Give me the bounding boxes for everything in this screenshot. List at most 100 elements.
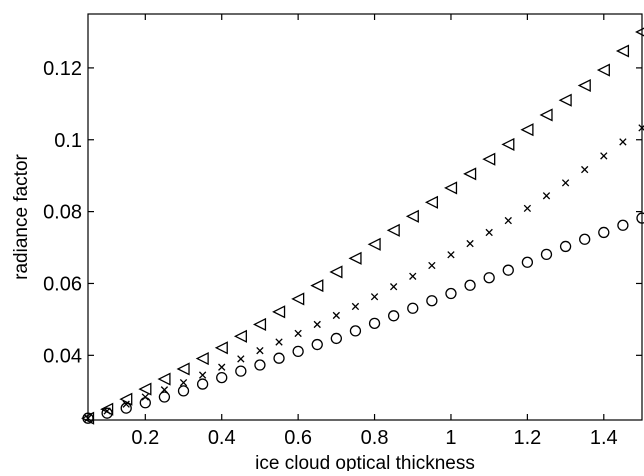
- y-tick-label: 0.08: [43, 202, 82, 224]
- circle-marker: [331, 333, 341, 343]
- circle-marker: [312, 340, 322, 350]
- x-axis-title: ice cloud optical thickness: [255, 453, 475, 471]
- triangle-marker: [484, 154, 495, 165]
- triangle-marker: [159, 374, 170, 385]
- triangle-marker: [293, 293, 304, 304]
- x-marker: [199, 372, 205, 378]
- triangle-marker: [178, 363, 189, 374]
- data-markers: [83, 26, 644, 423]
- circle-marker: [541, 249, 551, 259]
- triangle-marker: [388, 225, 399, 236]
- circle-marker: [236, 366, 246, 376]
- x-marker: [543, 193, 549, 199]
- x-marker: [371, 294, 377, 300]
- x-tick-label: 1.2: [513, 427, 541, 449]
- circle-marker: [637, 213, 644, 223]
- circle-marker: [580, 234, 590, 244]
- triangle-marker: [426, 197, 437, 208]
- x-tick-label: 0.2: [131, 427, 159, 449]
- y-tick-label: 0.1: [54, 130, 82, 152]
- x-marker: [142, 394, 148, 400]
- triangle-marker: [560, 95, 571, 106]
- series-x: [85, 125, 644, 422]
- circle-marker: [140, 398, 150, 408]
- x-marker: [257, 347, 263, 353]
- plot-frame: [88, 14, 642, 420]
- x-marker: [467, 240, 473, 246]
- y-tick-label: 0.06: [43, 273, 82, 295]
- circle-marker: [217, 373, 227, 383]
- triangle-marker: [197, 353, 208, 364]
- circle-marker: [389, 311, 399, 321]
- circle-marker: [274, 353, 284, 363]
- triangle-marker: [541, 109, 552, 120]
- y-tick-label: 0.12: [43, 58, 82, 80]
- x-tick-label: 1.4: [590, 427, 618, 449]
- triangle-marker: [637, 26, 644, 37]
- x-tick-label: 1: [445, 427, 456, 449]
- circle-marker: [408, 303, 418, 313]
- triangle-marker: [331, 266, 342, 277]
- circle-marker: [255, 360, 265, 370]
- triangle-marker: [140, 384, 151, 395]
- triangle-marker: [579, 80, 590, 91]
- triangle-marker: [503, 139, 514, 150]
- circle-marker: [350, 326, 360, 336]
- x-marker: [276, 339, 282, 345]
- triangle-marker: [598, 65, 609, 76]
- x-marker: [333, 312, 339, 318]
- triangle-marker: [407, 211, 418, 222]
- y-axis-title: radiance factor: [11, 153, 32, 279]
- x-marker: [238, 356, 244, 362]
- y-tick-label: 0.04: [43, 345, 82, 367]
- x-marker: [180, 379, 186, 385]
- x-tick-label: 0.8: [361, 427, 389, 449]
- triangle-marker: [445, 182, 456, 193]
- x-marker: [429, 262, 435, 268]
- triangle-marker: [235, 331, 246, 342]
- triangle-marker: [312, 280, 323, 291]
- circle-marker: [618, 220, 628, 230]
- circle-marker: [179, 386, 189, 396]
- x-marker: [581, 166, 587, 172]
- triangle-marker: [522, 124, 533, 135]
- triangle-marker: [216, 342, 227, 353]
- triangle-marker: [369, 239, 380, 250]
- x-tick-label: 0.6: [284, 427, 312, 449]
- x-marker: [314, 321, 320, 327]
- x-marker: [448, 252, 454, 258]
- triangle-marker: [617, 46, 628, 57]
- x-marker: [524, 205, 530, 211]
- x-marker: [505, 217, 511, 223]
- circle-marker: [293, 346, 303, 356]
- series-triangle-left: [83, 26, 644, 423]
- circle-marker: [599, 227, 609, 237]
- circle-marker: [427, 296, 437, 306]
- triangle-marker: [254, 319, 265, 330]
- triangle-marker: [274, 306, 285, 317]
- triangle-marker: [350, 253, 361, 264]
- triangle-marker: [465, 168, 476, 179]
- circle-marker: [465, 280, 475, 290]
- circle-marker: [522, 257, 532, 267]
- circle-marker: [503, 265, 513, 275]
- x-marker: [410, 273, 416, 279]
- x-marker: [352, 303, 358, 309]
- x-marker: [620, 139, 626, 145]
- y-axis-ticks: 0.04 0.06 0.08 0.1 0.12: [43, 58, 642, 367]
- circle-marker: [446, 289, 456, 299]
- plot-area-border: [88, 14, 642, 420]
- x-marker: [562, 180, 568, 186]
- x-marker: [486, 229, 492, 235]
- x-marker: [390, 284, 396, 290]
- circle-marker: [370, 318, 380, 328]
- circle-marker: [561, 241, 571, 251]
- x-marker: [295, 330, 301, 336]
- x-marker: [219, 364, 225, 370]
- circle-marker: [484, 273, 494, 283]
- x-axis-ticks: 0.2 0.4 0.6 0.8 1 1.2 1.4: [131, 14, 617, 449]
- x-tick-label: 0.4: [208, 427, 236, 449]
- circle-marker: [198, 379, 208, 389]
